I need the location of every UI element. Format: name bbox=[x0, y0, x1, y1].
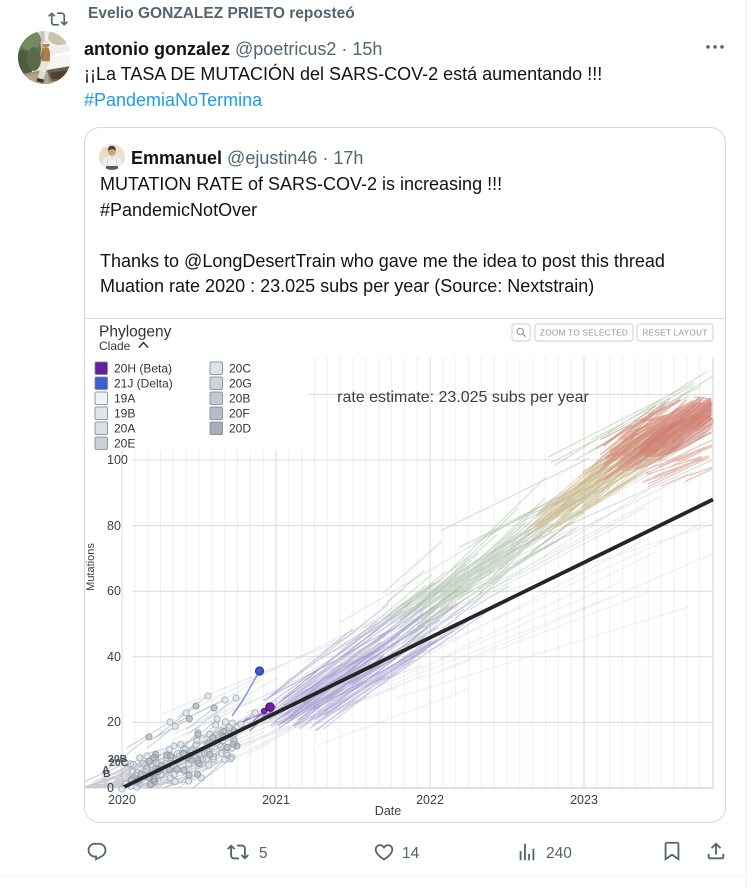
svg-text:Date: Date bbox=[375, 804, 401, 818]
svg-text:Phylogeny: Phylogeny bbox=[99, 324, 172, 341]
svg-text:21J (Delta): 21J (Delta) bbox=[114, 377, 173, 391]
svg-text:19A: 19A bbox=[114, 392, 135, 406]
svg-text:20B: 20B bbox=[229, 392, 250, 406]
svg-text:20F: 20F bbox=[229, 407, 250, 421]
svg-text:2023: 2023 bbox=[570, 793, 598, 807]
svg-text:20B: 20B bbox=[108, 753, 128, 765]
svg-text:RESET LAYOUT: RESET LAYOUT bbox=[642, 329, 707, 338]
svg-text:B: B bbox=[103, 768, 111, 780]
svg-text:20A: 20A bbox=[114, 422, 135, 436]
svg-text:2021: 2021 bbox=[262, 793, 290, 807]
svg-text:Mutations: Mutations bbox=[85, 543, 97, 591]
svg-text:20E: 20E bbox=[114, 437, 135, 451]
svg-text:80: 80 bbox=[107, 519, 121, 533]
svg-text:20G: 20G bbox=[229, 377, 252, 391]
svg-text:60: 60 bbox=[107, 584, 121, 598]
svg-text:20D: 20D bbox=[229, 422, 251, 436]
svg-text:20C: 20C bbox=[109, 757, 129, 769]
svg-text:100: 100 bbox=[107, 453, 128, 467]
svg-text:rate estimate: 23.025 subs per: rate estimate: 23.025 subs per year bbox=[337, 389, 589, 406]
svg-text:20H (Beta): 20H (Beta) bbox=[114, 362, 172, 376]
svg-text:A: A bbox=[102, 764, 110, 776]
svg-text:2020: 2020 bbox=[108, 793, 136, 807]
svg-text:20: 20 bbox=[107, 715, 121, 729]
svg-text:2022: 2022 bbox=[416, 793, 444, 807]
svg-text:Clade: Clade bbox=[99, 339, 131, 353]
svg-text:20C: 20C bbox=[229, 362, 251, 376]
svg-text:0: 0 bbox=[107, 781, 114, 795]
svg-text:19B: 19B bbox=[114, 407, 135, 421]
svg-text:ZOOM TO SELECTED: ZOOM TO SELECTED bbox=[540, 329, 628, 338]
svg-text:40: 40 bbox=[107, 650, 121, 664]
